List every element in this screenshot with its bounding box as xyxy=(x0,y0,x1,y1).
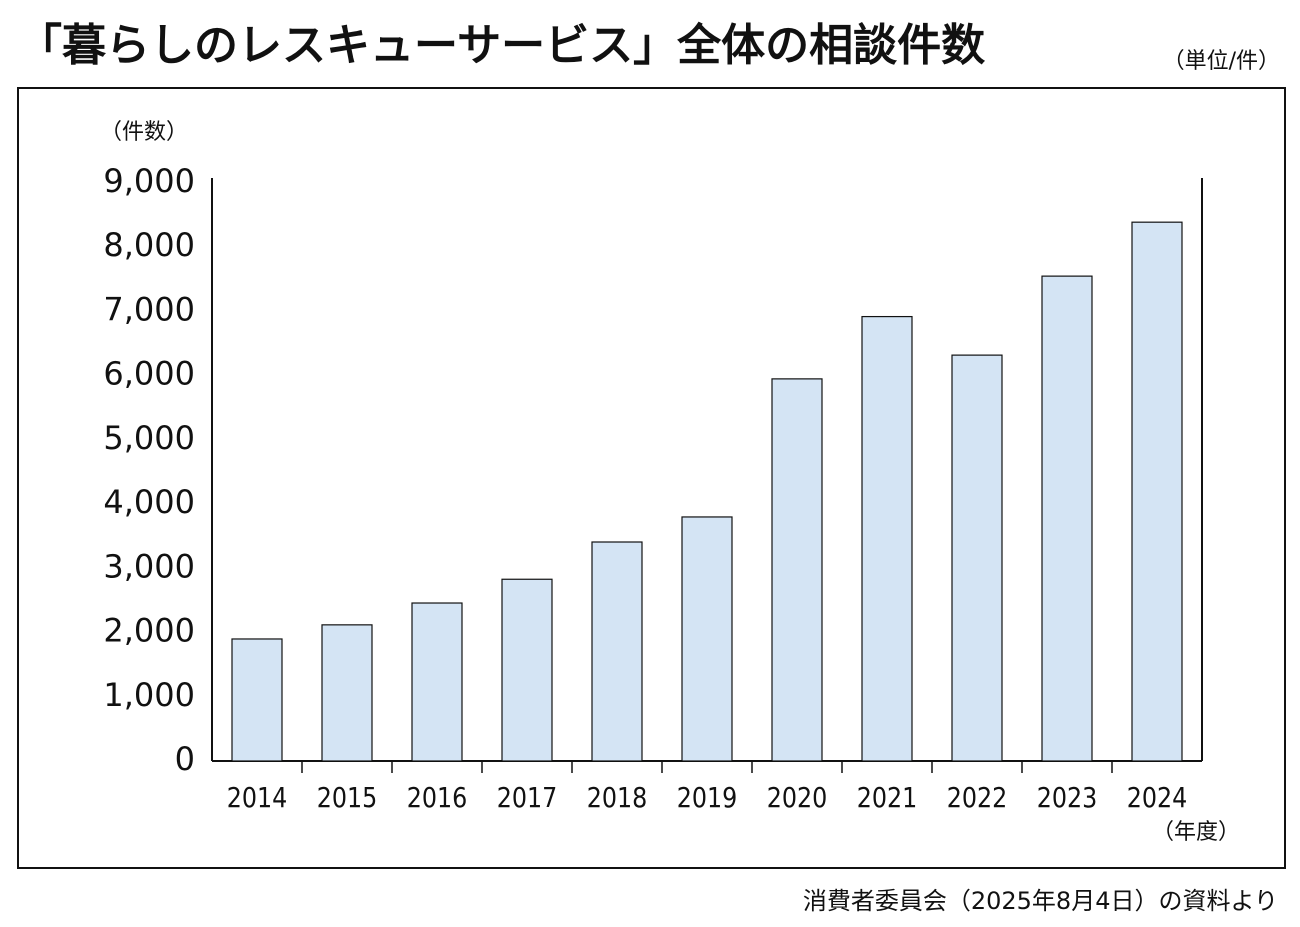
y-tick-label: 6,000 xyxy=(103,355,195,393)
x-tick-label: 2021 xyxy=(857,782,918,814)
y-tick-label: 8,000 xyxy=(103,226,195,264)
bar xyxy=(681,516,733,762)
bar xyxy=(1041,275,1093,762)
bar xyxy=(861,315,913,762)
x-tick-label: 2020 xyxy=(767,782,828,814)
bar xyxy=(501,578,553,762)
bar xyxy=(411,602,463,762)
bar xyxy=(231,638,283,762)
y-tick-label: 7,000 xyxy=(103,290,195,328)
x-tick-label: 2018 xyxy=(587,782,648,814)
x-tick-label: 2016 xyxy=(407,782,468,814)
y-tick-label: 2,000 xyxy=(103,612,195,650)
x-tick-label: 2019 xyxy=(677,782,738,814)
y-tick-label: 5,000 xyxy=(103,419,195,457)
x-tick-label: 2022 xyxy=(947,782,1008,814)
bar xyxy=(321,624,373,762)
bar xyxy=(1131,221,1183,762)
y-tick-label: 9,000 xyxy=(103,162,195,200)
x-tick-label: 2014 xyxy=(227,782,288,814)
chart-title: 「暮らしのレスキューサービス」全体の相談件数 xyxy=(18,20,985,71)
bar xyxy=(771,378,823,762)
x-axis-label: （年度） xyxy=(1152,820,1240,845)
x-tick-label: 2015 xyxy=(317,782,378,814)
bar xyxy=(951,354,1003,762)
y-tick-label: 4,000 xyxy=(103,483,195,521)
y-tick-label: 1,000 xyxy=(103,676,195,714)
y-tick-label: 0 xyxy=(175,740,195,778)
unit-note: （単位/件） xyxy=(1163,49,1280,74)
source-note: 消費者委員会（2025年8月4日）の資料より xyxy=(803,887,1278,915)
x-tick-label: 2024 xyxy=(1127,782,1188,814)
y-axis-label: （件数） xyxy=(100,120,188,145)
bar xyxy=(591,541,643,762)
x-tick-label: 2017 xyxy=(497,782,558,814)
chart-frame xyxy=(17,87,1286,869)
x-tick-label: 2023 xyxy=(1037,782,1098,814)
y-tick-label: 3,000 xyxy=(103,547,195,585)
